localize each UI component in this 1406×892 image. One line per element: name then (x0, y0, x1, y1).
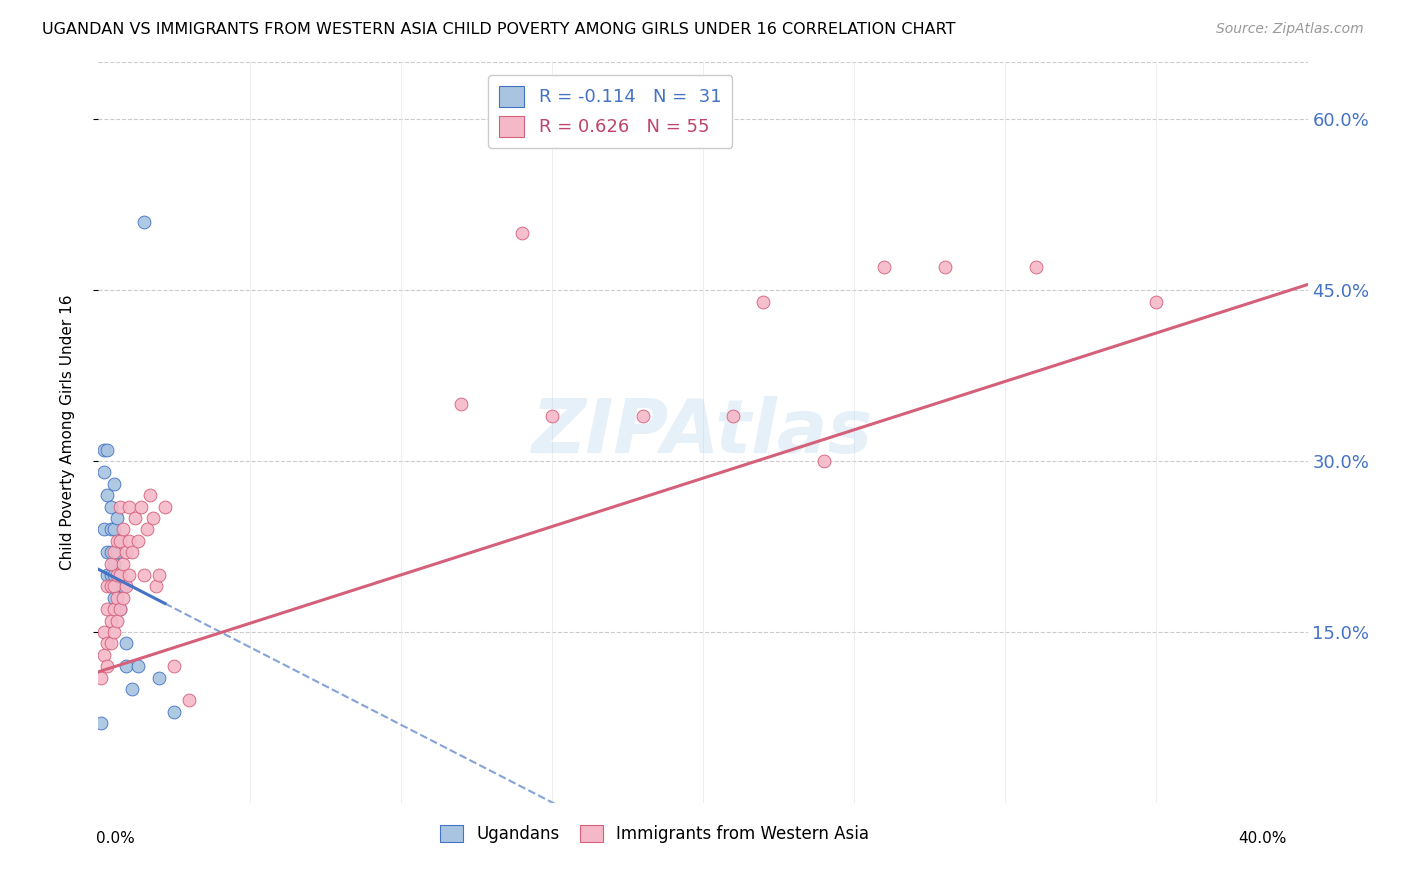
Point (105, 614, 128, 628)
Point (100, 557, 122, 571)
Legend: Ugandans, Immigrants from Western Asia: Ugandans, Immigrants from Western Asia (433, 819, 876, 850)
Point (163, 659, 186, 673)
Point (139, 488, 162, 502)
Point (129, 500, 152, 514)
Point (510, 227, 533, 241)
Point (90, 671, 112, 685)
Point (723, 409, 745, 423)
Point (127, 533, 149, 548)
Point (111, 579, 134, 593)
Point (105, 545, 128, 559)
Point (96, 442, 118, 457)
Point (103, 568, 125, 582)
Point (179, 693, 201, 707)
Point (132, 215, 155, 229)
Point (108, 568, 131, 582)
Point (100, 545, 122, 559)
Y-axis label: Child Poverty Among Girls Under 16: Child Poverty Among Girls Under 16 (60, 295, 75, 570)
Point (105, 579, 128, 593)
Point (121, 545, 143, 559)
Point (114, 636, 136, 650)
Point (103, 523, 125, 537)
Point (121, 681, 143, 696)
Point (752, 294, 775, 309)
Point (114, 659, 136, 673)
Point (103, 476, 125, 491)
Text: UGANDAN VS IMMIGRANTS FROM WESTERN ASIA CHILD POVERTY AMONG GIRLS UNDER 16 CORRE: UGANDAN VS IMMIGRANTS FROM WESTERN ASIA … (42, 22, 956, 37)
Point (142, 511, 165, 525)
Point (96, 636, 118, 650)
Point (93, 442, 115, 457)
Point (90, 716, 112, 731)
Point (100, 523, 122, 537)
Point (100, 614, 122, 628)
Point (118, 533, 141, 548)
Point (111, 523, 134, 537)
Point (1024, 260, 1046, 275)
Point (93, 466, 115, 480)
Point (93, 523, 115, 537)
Point (118, 568, 141, 582)
Point (135, 523, 157, 537)
Point (105, 511, 128, 525)
Point (96, 659, 118, 673)
Point (631, 409, 654, 423)
Text: ZIPAtlas: ZIPAtlas (533, 396, 873, 469)
Point (96, 568, 118, 582)
Point (124, 511, 146, 525)
Point (96, 488, 118, 502)
Point (145, 579, 167, 593)
Point (114, 579, 136, 593)
Point (450, 397, 472, 411)
Point (813, 454, 835, 468)
Point (111, 557, 134, 571)
Point (111, 591, 134, 605)
Point (105, 533, 128, 548)
Point (105, 568, 128, 582)
Point (148, 671, 170, 685)
Point (1144, 294, 1167, 309)
Point (100, 500, 122, 514)
Point (153, 500, 176, 514)
Point (100, 579, 122, 593)
Point (105, 591, 128, 605)
Point (163, 705, 186, 719)
Point (108, 500, 131, 514)
Point (934, 260, 956, 275)
Point (96, 545, 118, 559)
Point (540, 409, 562, 423)
Point (103, 591, 125, 605)
Point (100, 636, 122, 650)
Point (103, 602, 125, 616)
Point (100, 568, 122, 582)
Point (108, 533, 131, 548)
Point (103, 624, 125, 639)
Point (96, 602, 118, 616)
Point (103, 545, 125, 559)
Point (103, 579, 125, 593)
Point (127, 659, 149, 673)
Point (148, 568, 170, 582)
Point (108, 602, 131, 616)
Point (93, 624, 115, 639)
Point (93, 648, 115, 662)
Point (132, 568, 155, 582)
Text: 0.0%: 0.0% (96, 831, 135, 846)
Text: 40.0%: 40.0% (1239, 831, 1286, 846)
Point (100, 579, 122, 593)
Point (103, 557, 125, 571)
Point (118, 500, 141, 514)
Point (108, 568, 131, 582)
Point (108, 602, 131, 616)
Text: Source: ZipAtlas.com: Source: ZipAtlas.com (1216, 22, 1364, 37)
Point (114, 545, 136, 559)
Point (96, 579, 118, 593)
Point (873, 260, 896, 275)
